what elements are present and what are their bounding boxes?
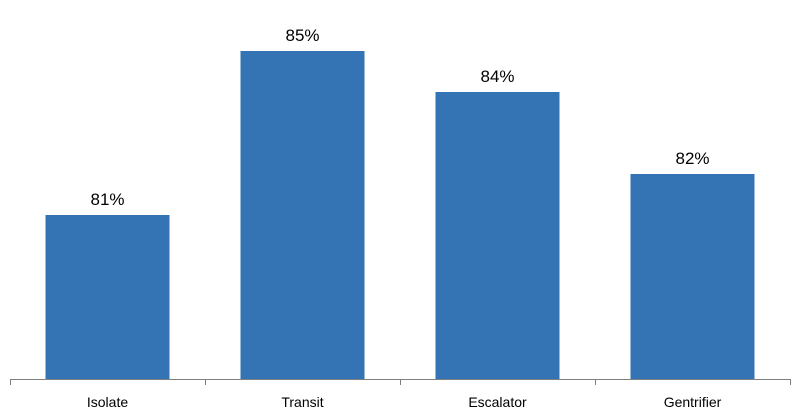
x-tick-label-escalator: Escalator (468, 394, 527, 410)
x-tick-label-gentrifier: Gentrifier (664, 394, 722, 410)
bars-group (45, 51, 755, 379)
data-labels-group: 81% 85% 84% 82% (90, 26, 709, 209)
x-tick-label-isolate: Isolate (87, 394, 128, 410)
data-label-escalator: 84% (480, 67, 514, 86)
bar-gentrifier (630, 174, 755, 379)
bar-transit (240, 51, 365, 379)
x-axis-ticks-group (10, 379, 791, 385)
x-tick-label-transit: Transit (281, 394, 323, 410)
data-label-transit: 85% (285, 26, 319, 45)
bar-isolate (45, 215, 170, 379)
bar-escalator (435, 92, 560, 379)
data-label-gentrifier: 82% (675, 149, 709, 168)
data-label-isolate: 81% (90, 190, 124, 209)
x-axis-tick-labels-group: Isolate Transit Escalator Gentrifier (87, 394, 722, 410)
